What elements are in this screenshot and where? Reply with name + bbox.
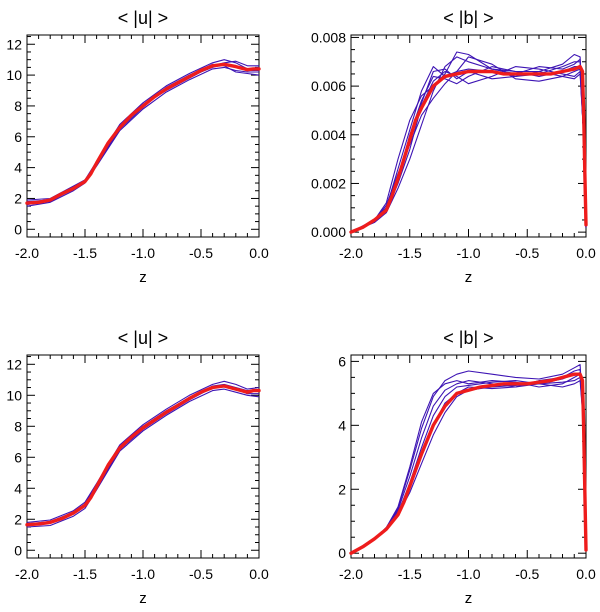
y-tick-label: 6: [14, 449, 22, 465]
x-tick-label: -2.0: [339, 245, 363, 261]
y-tick-label: 6: [338, 353, 346, 369]
y-tick-label: 8: [14, 98, 22, 114]
x-axis-label: z: [139, 269, 147, 286]
x-tick-label: -1.0: [456, 245, 480, 261]
x-tick-label: -1.0: [131, 566, 155, 582]
series-line-run2: [26, 66, 259, 207]
series-line-run5: [350, 372, 587, 554]
x-tick-label: -2.0: [15, 566, 39, 582]
x-tick-label: -0.5: [189, 566, 213, 582]
x-axis-label: z: [465, 590, 473, 607]
x-tick-label: -1.5: [398, 245, 422, 261]
x-tick-label: -1.5: [73, 566, 97, 582]
chart-title: < |u| >: [118, 8, 168, 28]
series-line-run4: [26, 385, 259, 527]
y-tick-label: 2: [14, 511, 22, 527]
series-line-run1: [26, 380, 260, 523]
x-tick-label: 0.0: [249, 566, 269, 582]
x-tick-label: -1.0: [131, 245, 155, 261]
x-tick-label: 0.0: [576, 566, 596, 582]
series-line-run3: [26, 383, 259, 525]
y-tick-label: 2: [14, 190, 22, 206]
series-line-run6: [350, 373, 587, 554]
chart-title: < |b| >: [443, 328, 493, 348]
chart-title: < |u| >: [118, 328, 168, 348]
x-tick-label: -1.5: [73, 245, 97, 261]
x-tick-label: -1.0: [456, 566, 480, 582]
y-tick-label: 10: [6, 67, 22, 83]
x-tick-label: -0.5: [189, 245, 213, 261]
y-tick-label: 12: [6, 36, 22, 52]
chart-panel-4: < |b| > -2.0 -1.5 -1.0 -0.5 0.0 z 0 2 4 6: [338, 328, 596, 607]
y-tick-label: 12: [6, 356, 22, 372]
y-tick-label: 0.004: [311, 127, 346, 143]
x-tick-label: -1.5: [398, 566, 422, 582]
series-line-run1: [350, 364, 587, 554]
x-tick-label: -0.5: [515, 566, 539, 582]
x-tick-label: -0.5: [515, 245, 539, 261]
chart-panel-3: < |u| > -2.0 -1.5 -1.0 -0.5 0.0 z 0 2 4 6 8 10 12: [6, 328, 269, 607]
mean-line: [349, 64, 588, 234]
series-line-run3: [350, 368, 587, 554]
y-tick-label: 0.008: [311, 29, 346, 45]
series-line-run5: [26, 63, 259, 204]
series-line-run4: [26, 63, 260, 206]
y-tick-label: 4: [338, 417, 346, 433]
y-tick-label: 0: [338, 545, 346, 561]
x-axis-label: z: [139, 590, 147, 607]
chart-panel-2: < |b| > -2.0 -1.5 -1.0 -0.5 0.0 z 0.000 0.002 0.0…: [311, 8, 596, 286]
y-tick-label: 2: [338, 481, 346, 497]
x-tick-label: 0.0: [249, 245, 269, 261]
chart-title: < |b| >: [443, 8, 493, 28]
series-line-run6: [350, 51, 587, 233]
mean-line: [25, 62, 261, 205]
series-line-run2: [350, 56, 587, 233]
chart-panel-1: < |u| > -2.0 -1.5 -1.0 -0.5 0.0 z 0 2 4 6 8 10 12: [6, 8, 269, 286]
mean-line: [349, 372, 588, 555]
y-tick-label: 10: [6, 387, 22, 403]
y-tick-label: 4: [14, 480, 22, 496]
mean-line: [25, 384, 261, 527]
series-line-run1: [350, 61, 587, 233]
x-tick-label: 0.0: [576, 245, 596, 261]
x-tick-label: -2.0: [15, 245, 39, 261]
x-axis-label: z: [465, 269, 473, 286]
series-line-run2: [26, 388, 260, 528]
series-line-run3: [350, 56, 587, 233]
y-tick-label: 0.000: [311, 224, 346, 240]
series-line-run1: [26, 59, 260, 201]
series-line-run3: [26, 60, 259, 203]
y-tick-label: 0: [14, 542, 22, 558]
y-tick-label: 6: [14, 129, 22, 145]
y-tick-label: 4: [14, 160, 22, 176]
x-tick-label: -2.0: [339, 566, 363, 582]
y-tick-label: 0.002: [311, 175, 346, 191]
y-tick-label: 0.006: [311, 78, 346, 94]
y-tick-label: 0: [14, 221, 22, 237]
y-tick-label: 8: [14, 418, 22, 434]
